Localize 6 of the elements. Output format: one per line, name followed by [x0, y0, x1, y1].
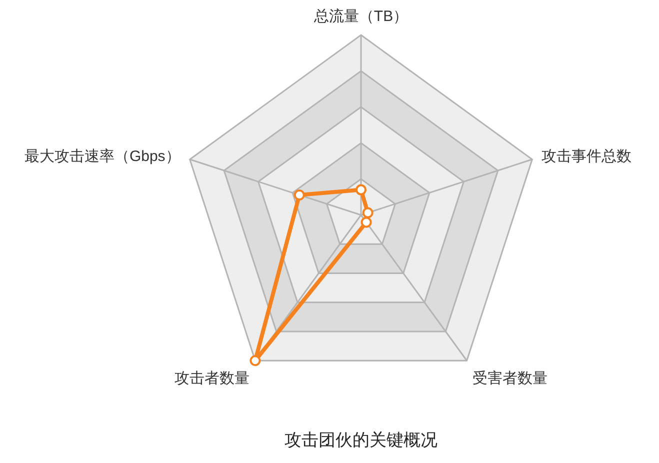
axis-label: 总流量（TB） [314, 8, 408, 25]
axis-label: 攻击者数量 [174, 370, 250, 388]
axis-label: 攻击事件总数 [542, 148, 632, 165]
axis-label: 最大攻击速率（Gbps） [24, 148, 180, 165]
title: 攻击团伙的关键概况 [284, 430, 438, 450]
axis-label: 受害者数量 [472, 370, 548, 388]
